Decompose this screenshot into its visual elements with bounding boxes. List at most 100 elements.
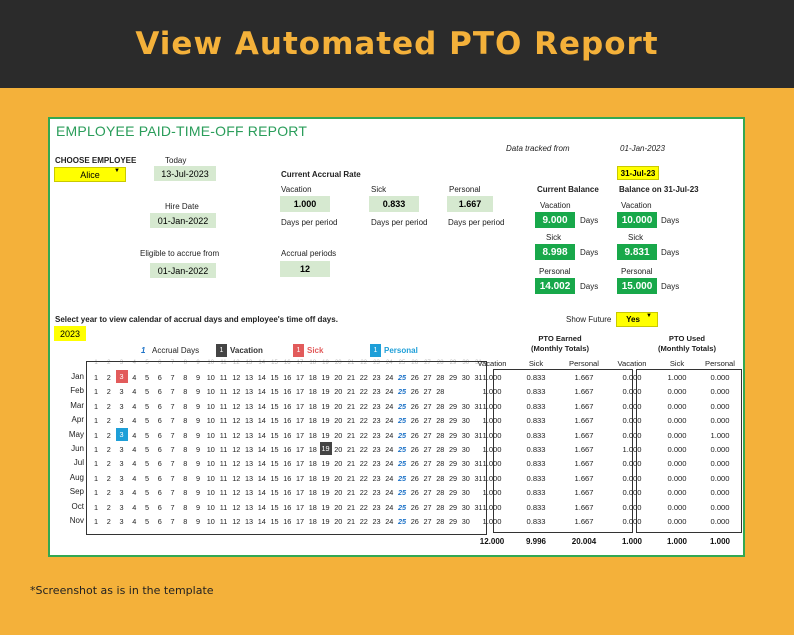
pto-table-cell: 0.000 bbox=[667, 517, 687, 526]
calendar-day: 2 bbox=[106, 517, 111, 526]
calendar-day: 18 bbox=[308, 517, 317, 526]
calendar-day: 27 bbox=[423, 445, 432, 454]
calendar-month-label: Jan bbox=[71, 372, 84, 381]
hire-date-label: Hire Date bbox=[165, 202, 199, 211]
pto-total-cell: 20.004 bbox=[571, 537, 597, 546]
calendar-day: 29 bbox=[448, 445, 458, 454]
pto-table-cell: 0.000 bbox=[622, 387, 642, 397]
calendar-day: 28 bbox=[436, 373, 445, 382]
calendar-day: 13 bbox=[244, 488, 254, 498]
personal-rate-value: 1.667 bbox=[447, 196, 493, 212]
calendar-day: 19 bbox=[321, 430, 330, 440]
calendar-day: 12 bbox=[232, 445, 241, 454]
calendar-day: 24 bbox=[385, 373, 394, 382]
calendar-header-day: 3 bbox=[119, 360, 124, 366]
pto-table-cell: 1.667 bbox=[574, 517, 594, 526]
calendar-day: 7 bbox=[170, 473, 175, 483]
year-selector[interactable]: 2023 bbox=[54, 326, 86, 341]
calendar-day: 23 bbox=[372, 387, 381, 397]
show-future-dropdown[interactable]: Yes ▼ bbox=[616, 312, 658, 327]
calendar-day: 16 bbox=[283, 387, 292, 397]
calendar-day: 13 bbox=[244, 473, 254, 483]
calendar-day: 7 bbox=[170, 517, 175, 526]
future-sick-label: Sick bbox=[628, 233, 644, 242]
calendar-day: 26 bbox=[410, 502, 419, 512]
pto-table-cell: 0.000 bbox=[667, 387, 687, 397]
chevron-down-icon: ▼ bbox=[114, 168, 120, 174]
calendar-day: 30 bbox=[461, 488, 470, 498]
banner: View Automated PTO Report bbox=[0, 0, 794, 88]
pto-table-cell: 1.000 bbox=[482, 387, 502, 397]
calendar-day: 2 bbox=[106, 401, 111, 411]
data-tracked-label: Data tracked from bbox=[506, 144, 570, 153]
calendar-day: 6 bbox=[157, 502, 162, 512]
calendar-day: 13 bbox=[244, 459, 254, 469]
calendar-day: 28 bbox=[436, 401, 445, 411]
pto-report-sheet: EMPLOYEE PAID-TIME-OFF REPORT Data track… bbox=[48, 117, 745, 557]
calendar-day: 18 bbox=[308, 387, 317, 397]
calendar-day: 14 bbox=[257, 387, 266, 397]
calendar-day: 6 bbox=[157, 373, 162, 382]
as-of-date[interactable]: 31-Jul-23 bbox=[617, 166, 659, 180]
calendar-day: 21 bbox=[346, 430, 356, 440]
calendar-day: 13 bbox=[244, 373, 254, 382]
calendar-day: 12 bbox=[232, 401, 241, 411]
calendar-day: 11 bbox=[219, 387, 228, 397]
calendar-day: 28 bbox=[436, 416, 445, 426]
report-title: EMPLOYEE PAID-TIME-OFF REPORT bbox=[56, 123, 308, 139]
calendar-day: 2 bbox=[106, 416, 111, 426]
calendar-header-day: 2 bbox=[107, 360, 111, 366]
data-tracked-value: 01-Jan-2023 bbox=[620, 144, 665, 153]
calendar-day: 27 bbox=[423, 401, 432, 411]
calendar-day: 20 bbox=[334, 430, 343, 440]
calendar-day: 14 bbox=[257, 473, 266, 483]
calendar-day: 23 bbox=[372, 459, 381, 469]
calendar-day: 6 bbox=[157, 473, 162, 483]
show-future-value: Yes bbox=[626, 315, 640, 324]
pto-table-cell: 0.000 bbox=[710, 387, 730, 397]
calendar-header-day: 6 bbox=[158, 360, 162, 366]
calendar-day: 2 bbox=[106, 387, 111, 397]
calendar-day: 7 bbox=[170, 430, 175, 440]
calendar-day: 24 bbox=[385, 459, 394, 469]
pto-table-cell: 0.000 bbox=[667, 473, 687, 483]
calendar-day: 5 bbox=[144, 459, 150, 469]
legend-sick-swatch: 1 bbox=[293, 344, 304, 357]
legend-personal-label: Personal bbox=[384, 346, 418, 355]
calendar-month-label: May bbox=[68, 429, 84, 439]
calendar-day: 30 bbox=[461, 430, 470, 440]
calendar-day: 4 bbox=[132, 387, 137, 397]
calendar-day: 21 bbox=[346, 445, 356, 454]
pto-table-cell: 0.000 bbox=[710, 488, 730, 498]
calendar-accrual-day: 25 bbox=[397, 401, 407, 411]
calendar-day: 17 bbox=[295, 373, 305, 382]
calendar-day: 28 bbox=[436, 459, 445, 469]
calendar-day: 21 bbox=[346, 387, 356, 397]
calendar-day: 2 bbox=[106, 502, 111, 512]
calendar-day: 4 bbox=[132, 445, 137, 454]
calendar-day: 4 bbox=[132, 473, 137, 483]
calendar-day: 27 bbox=[423, 517, 432, 526]
current-sick-value: 8.998 bbox=[535, 244, 575, 260]
calendar-day: 3 bbox=[119, 416, 124, 426]
employee-dropdown[interactable]: Alice ▼ bbox=[54, 167, 126, 182]
calendar-month-label: Jun bbox=[71, 444, 84, 453]
accrual-rate-label: Current Accrual Rate bbox=[281, 170, 361, 179]
pto-table-cell: 1.667 bbox=[574, 473, 594, 483]
calendar-day: 16 bbox=[283, 459, 292, 469]
pto-table-cell: 1.667 bbox=[574, 416, 594, 426]
calendar-day: 28 bbox=[436, 473, 445, 483]
pto-column-header: Sick bbox=[669, 359, 685, 368]
calendar-day: 24 bbox=[385, 416, 394, 426]
calendar-day: 24 bbox=[385, 488, 394, 498]
calendar-day: 26 bbox=[410, 473, 419, 483]
calendar-day: 4 bbox=[132, 401, 137, 411]
calendar-day: 1 bbox=[93, 502, 99, 512]
calendar-header-day: 9 bbox=[196, 360, 200, 366]
calendar-day: 10 bbox=[206, 387, 215, 397]
calendar-header-day: 16 bbox=[283, 360, 291, 366]
calendar-day: 13 bbox=[244, 430, 254, 440]
calendar-day: 30 bbox=[461, 445, 470, 454]
calendar-day: 18 bbox=[308, 430, 317, 440]
calendar-day: 1 bbox=[93, 401, 99, 411]
